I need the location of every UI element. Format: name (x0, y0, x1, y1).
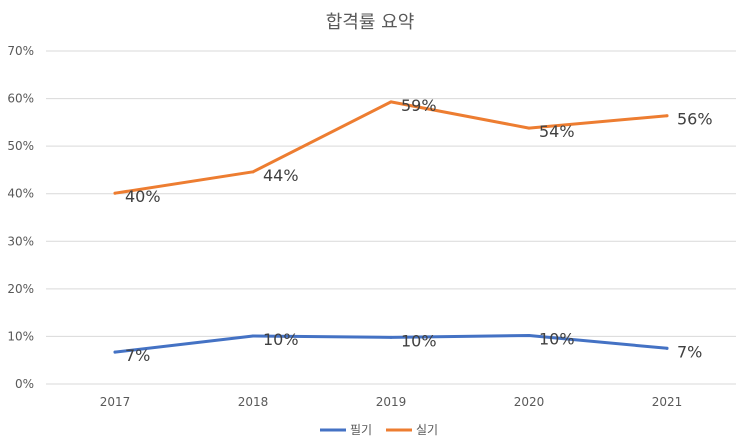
legend: 필기 실기 (320, 423, 438, 437)
data-labels: 7% 10% 10% 10% 7% 40% 44% 59% 54% 56% (125, 96, 713, 365)
data-label: 10% (401, 331, 437, 350)
x-tick-label: 2021 (652, 395, 683, 409)
data-label: 56% (677, 110, 713, 129)
y-tick-label: 40% (7, 187, 34, 201)
series-line-2 (113, 100, 669, 195)
legend-label-series-1: 필기 (350, 423, 372, 437)
data-label: 10% (263, 330, 299, 349)
data-label: 10% (539, 329, 575, 348)
gridlines (46, 50, 736, 385)
data-point (113, 191, 117, 195)
y-tick-label: 10% (7, 329, 34, 343)
data-point (389, 100, 393, 104)
data-point (113, 350, 117, 354)
x-tick-label: 2017 (100, 395, 131, 409)
data-point (527, 126, 531, 130)
data-label: 54% (539, 122, 575, 141)
x-tick-label: 2020 (514, 395, 545, 409)
data-point (251, 170, 255, 174)
x-axis-ticks: 2017 2018 2019 2020 2021 (100, 395, 683, 409)
y-tick-label: 30% (7, 234, 34, 248)
x-tick-label: 2019 (376, 395, 407, 409)
legend-item-series-1: 필기 (320, 423, 372, 437)
y-axis-ticks: 0% 10% 20% 30% 40% 50% 60% 70% (7, 44, 34, 391)
y-tick-label: 0% (15, 377, 34, 391)
data-label: 7% (125, 346, 150, 365)
legend-label-series-2: 실기 (416, 423, 438, 437)
y-tick-label: 70% (7, 44, 34, 58)
data-point (527, 333, 531, 337)
y-tick-label: 50% (7, 139, 34, 153)
data-point (665, 346, 669, 350)
y-tick-label: 60% (7, 92, 34, 106)
series-lines (113, 100, 669, 354)
y-tick-label: 20% (7, 282, 34, 296)
data-label: 40% (125, 187, 161, 206)
data-point (665, 114, 669, 118)
x-tick-label: 2018 (238, 395, 269, 409)
data-point (389, 335, 393, 339)
legend-item-series-2: 실기 (386, 423, 438, 437)
data-label: 59% (401, 96, 437, 115)
data-point (251, 334, 255, 338)
data-label: 7% (677, 342, 702, 361)
data-label: 44% (263, 166, 299, 185)
chart-title: 합격률 요약 (326, 12, 415, 33)
